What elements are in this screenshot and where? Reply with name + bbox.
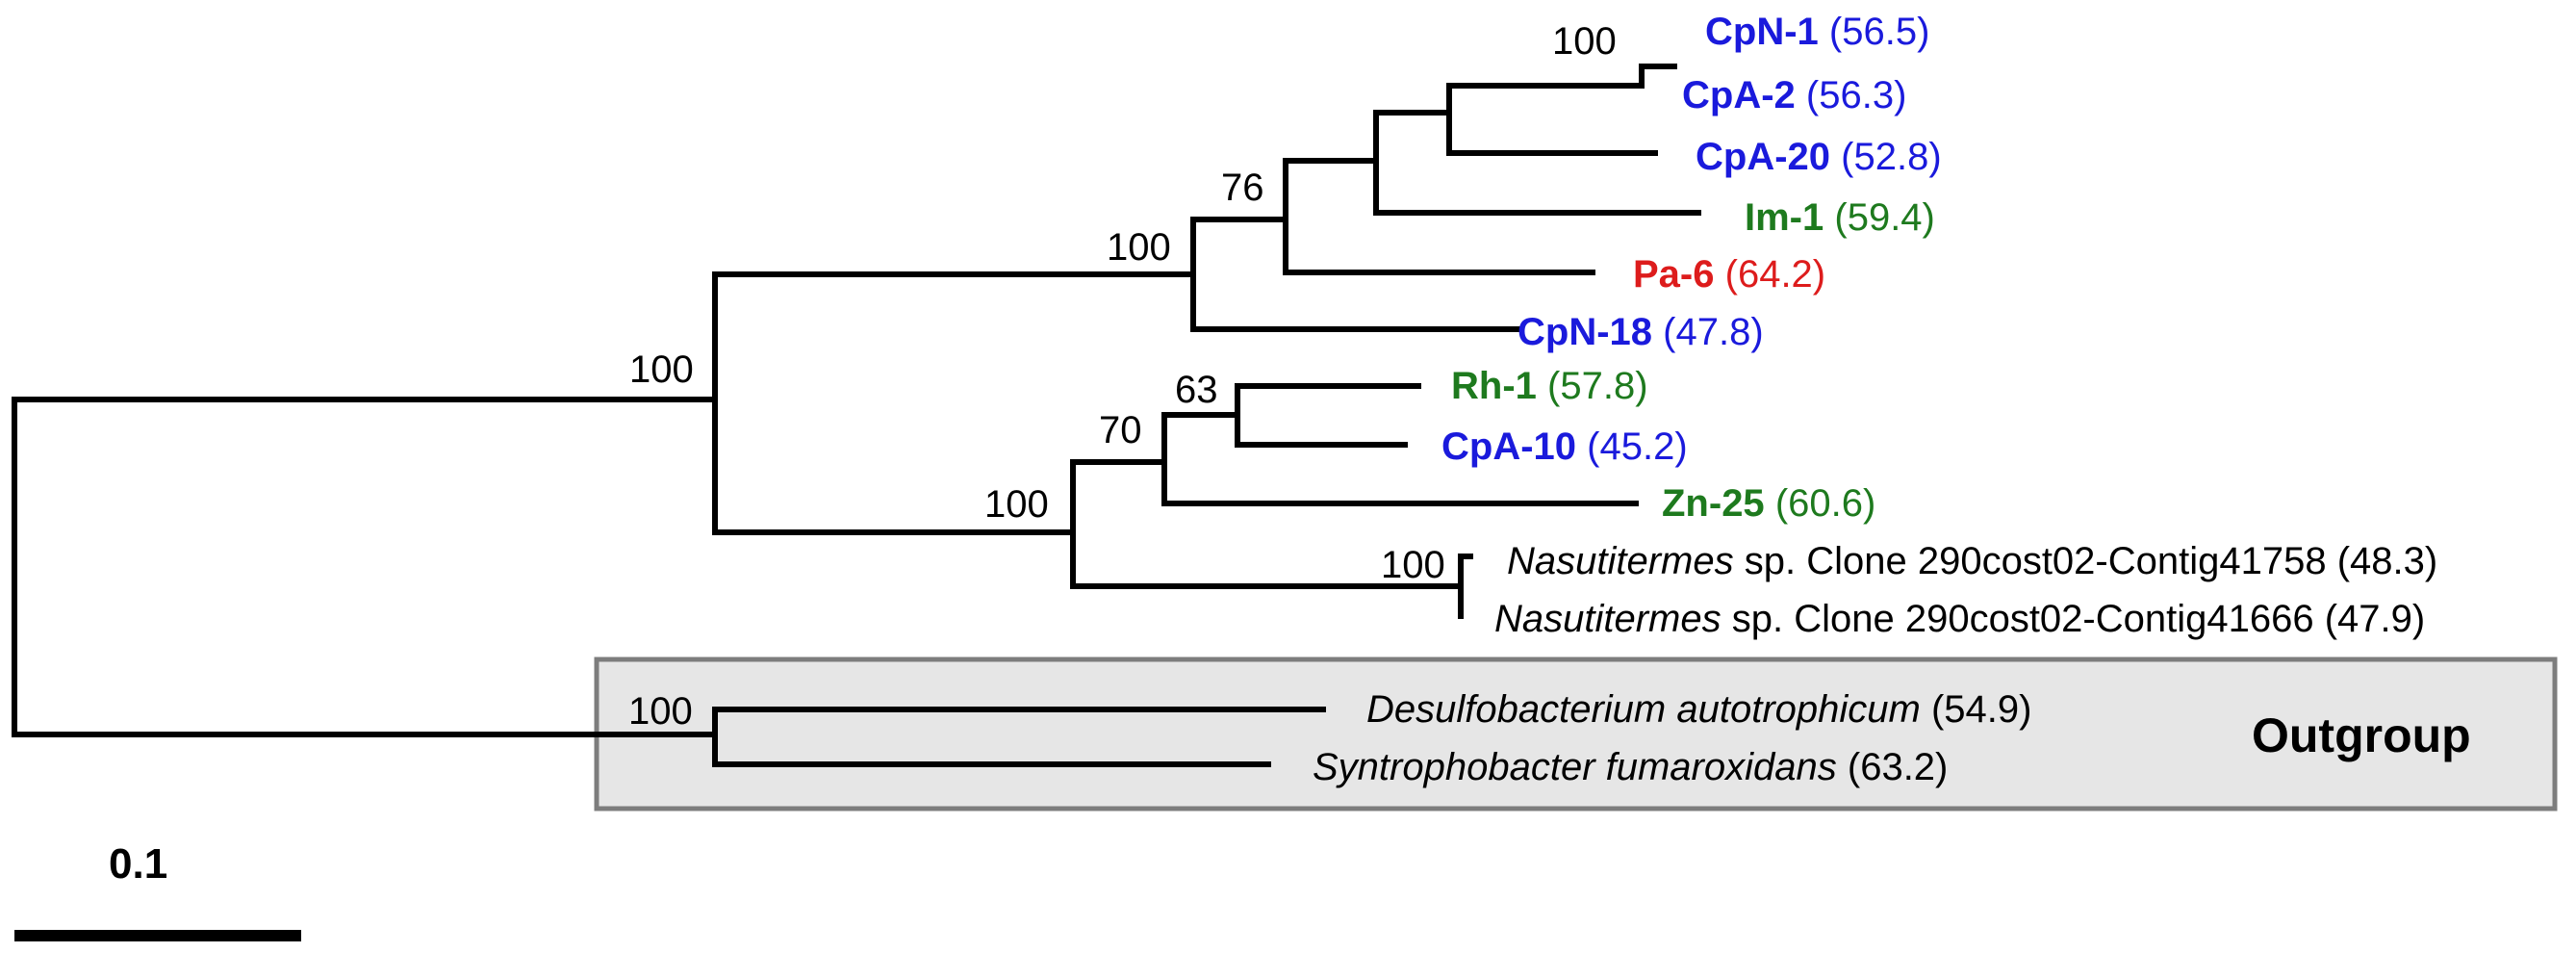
cpa20-clade-branch (1446, 83, 1658, 156)
outgroup-box (594, 657, 2558, 811)
lower-clade-branch (1070, 459, 1464, 589)
bootstrap-nasutitermes: 100 (1381, 544, 1445, 586)
bootstrap-ingroup: 100 (629, 348, 694, 391)
taxon-labels: CpN-1 (56.5) CpA-2 (56.3) CpA-20 (52.8) … (1313, 11, 2437, 788)
scale-bar-label: 0.1 (109, 840, 167, 888)
taxon-label: CpN-18 (47.8) (1518, 311, 1764, 353)
bootstrap-top-clade: 76 (1221, 167, 1264, 209)
taxon-label: Nasutitermes sp. Clone 290cost02-Contig4… (1494, 598, 2425, 640)
taxon-label: Rh-1 (57.8) (1451, 365, 1648, 407)
zn25-clade-branch (1161, 412, 1639, 506)
im1-clade-branch (1373, 110, 1701, 216)
taxon-label: Syntrophobacter fumaroxidans (63.2) (1313, 746, 1948, 788)
taxon-label: Nasutitermes sp. Clone 290cost02-Contig4… (1507, 540, 2437, 582)
taxon-label: CpN-1 (56.5) (1705, 11, 1929, 53)
bootstrap-rh1-cpa10: 63 (1175, 369, 1218, 411)
outgroup-label: Outgroup (2252, 708, 2471, 762)
root-branch (12, 397, 718, 737)
bootstrap-cpn1-cpa2: 100 (1552, 20, 1617, 63)
taxon-label: Zn-25 (60.6) (1662, 482, 1875, 525)
bootstrap-cpn18-group: 100 (1107, 226, 1171, 269)
tree-branches (12, 64, 1701, 767)
cpn18-clade-branch (1190, 217, 1523, 332)
bootstrap-zn25-group: 70 (1099, 409, 1142, 451)
outgroup-branch (712, 707, 1326, 767)
taxon-label: Desulfobacterium autotrophicum (54.9) (1366, 688, 2031, 731)
ingroup-branch (712, 271, 1196, 535)
taxon-label: Im-1 (59.4) (1745, 196, 1935, 239)
taxon-label: CpA-10 (45.2) (1441, 425, 1688, 468)
cpn1-cpa2-branch (1639, 64, 1677, 89)
bootstrap-lower-clade: 100 (984, 483, 1049, 526)
taxon-label: Pa-6 (64.2) (1633, 253, 1825, 296)
pa6-clade-branch (1283, 158, 1595, 275)
taxon-label: CpA-20 (52.8) (1696, 136, 1942, 178)
taxon-label: CpA-2 (56.3) (1682, 74, 1906, 116)
nasutitermes-branch (1458, 554, 1473, 619)
bootstrap-outgroup: 100 (628, 690, 693, 733)
bootstrap-values: 100 76 100 100 63 70 100 100 100 (628, 20, 1617, 733)
rh1-cpa10-branch (1235, 383, 1421, 448)
